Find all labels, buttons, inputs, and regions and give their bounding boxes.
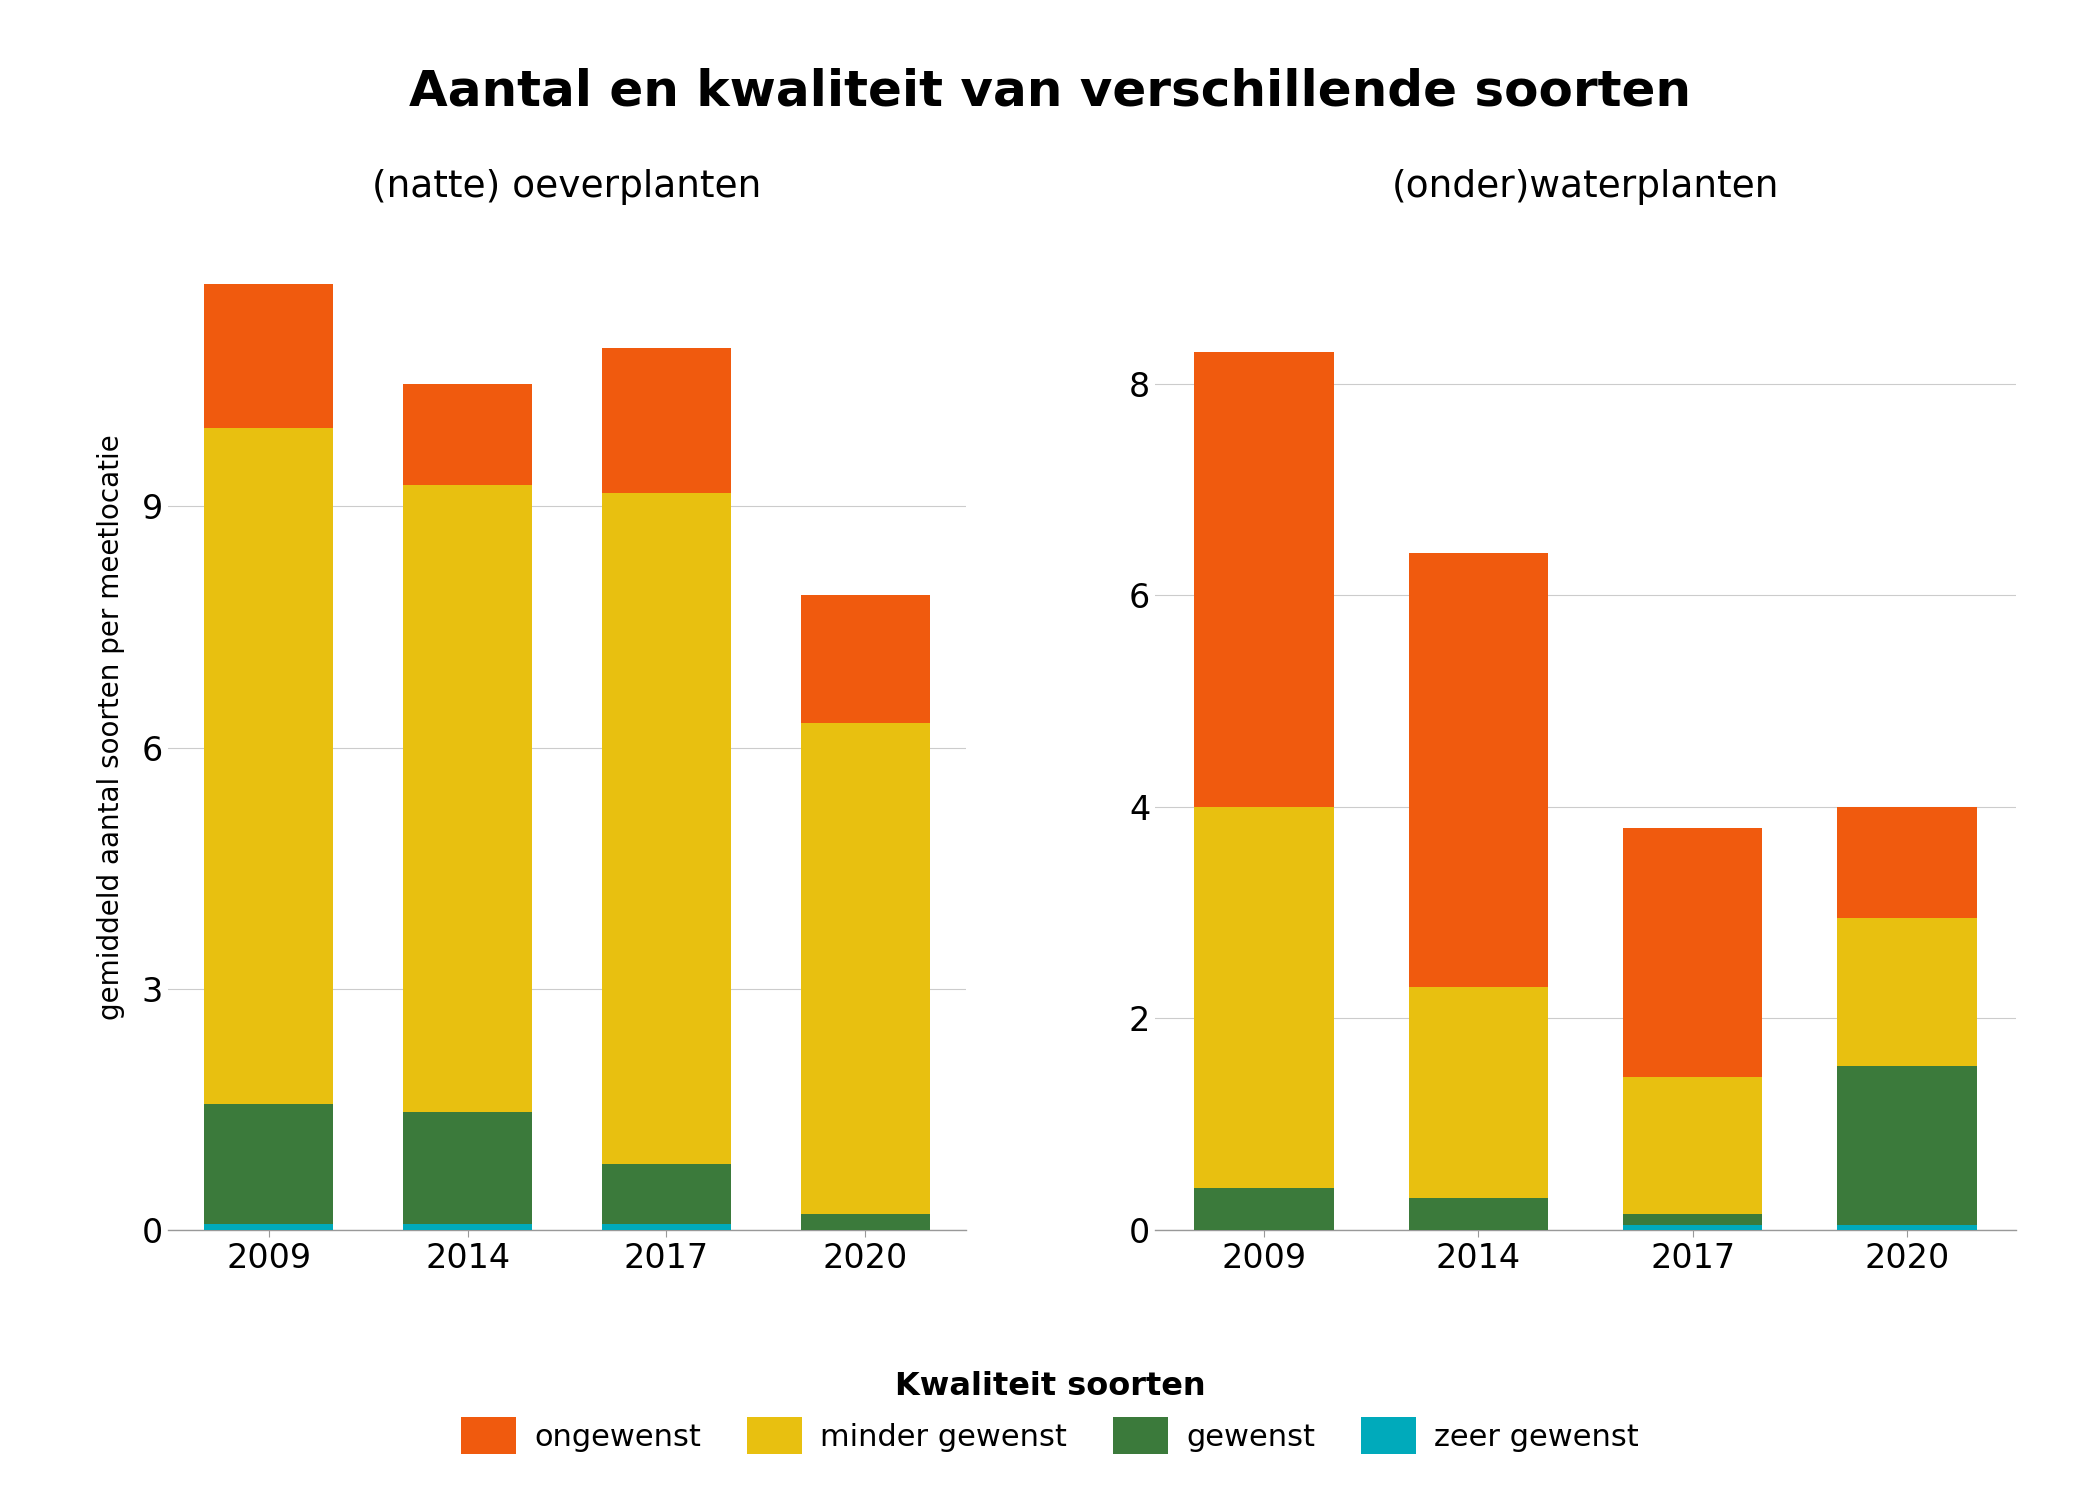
Bar <box>1623 1214 1762 1224</box>
Legend: ongewenst, minder gewenst, gewenst, zeer gewenst: ongewenst, minder gewenst, gewenst, zeer… <box>445 1356 1655 1470</box>
Title: (onder)waterplanten: (onder)waterplanten <box>1392 170 1779 206</box>
Bar <box>403 1112 531 1224</box>
Title: (natte) oeverplanten: (natte) oeverplanten <box>372 170 762 206</box>
Bar <box>603 1224 731 1230</box>
Bar <box>204 429 334 1104</box>
Text: Aantal en kwaliteit van verschillende soorten: Aantal en kwaliteit van verschillende so… <box>410 68 1691 116</box>
Bar <box>1838 1066 1976 1224</box>
Bar <box>1195 1188 1334 1230</box>
Bar <box>1409 1198 1548 1230</box>
Bar <box>204 1224 334 1230</box>
Bar <box>1409 987 1548 1198</box>
Bar <box>1838 918 1976 1066</box>
Bar <box>1838 1224 1976 1230</box>
Bar <box>1195 352 1334 807</box>
Bar <box>1623 1224 1762 1230</box>
Bar <box>800 1214 930 1230</box>
Bar <box>1623 1077 1762 1214</box>
Bar <box>800 596 930 723</box>
Bar <box>603 492 731 1164</box>
Bar <box>800 723 930 1214</box>
Bar <box>1838 807 1976 918</box>
Bar <box>403 1224 531 1230</box>
Bar <box>1623 828 1762 1077</box>
Y-axis label: gemiddeld aantal soorten per meetlocatie: gemiddeld aantal soorten per meetlocatie <box>97 435 126 1020</box>
Bar <box>1409 554 1548 987</box>
Bar <box>204 284 334 429</box>
Bar <box>403 484 531 1112</box>
Bar <box>603 348 731 492</box>
Bar <box>1195 807 1334 1188</box>
Bar <box>204 1104 334 1224</box>
Bar <box>403 384 531 484</box>
Bar <box>603 1164 731 1224</box>
